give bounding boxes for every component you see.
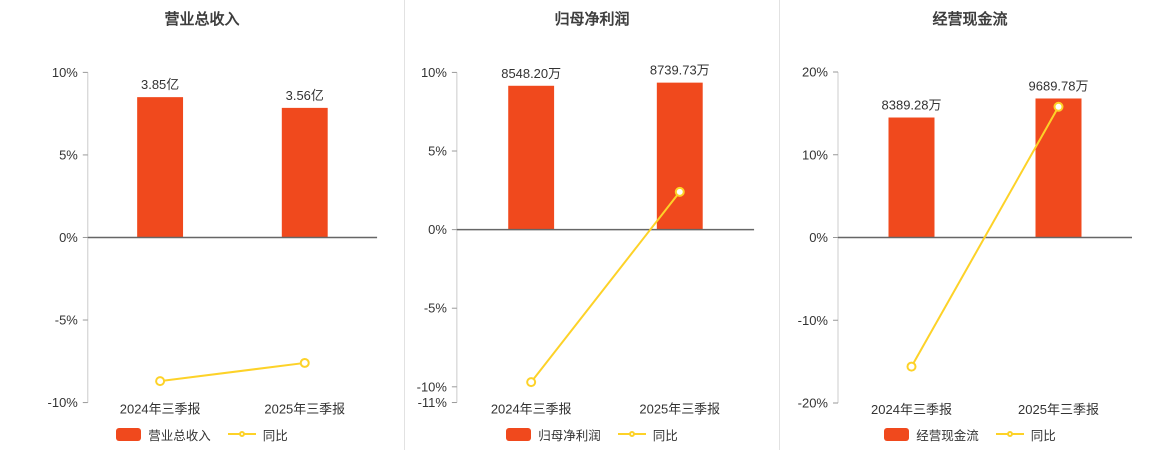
yoy-marker bbox=[1053, 101, 1064, 112]
y-tick-label: -10% bbox=[48, 395, 79, 410]
x-category-label: 2024年三季报 bbox=[491, 402, 572, 417]
bar-value-label: 9689.78万 bbox=[1029, 78, 1089, 93]
legend-bar-swatch bbox=[116, 427, 142, 441]
x-category-label: 2024年三季报 bbox=[120, 402, 201, 417]
yoy-line bbox=[910, 106, 1060, 368]
y-tick-label: -5% bbox=[424, 301, 448, 316]
chart-canvas-revenue: 10% 5% 0% -5% -10% 3.85亿 3.56亿 2024年三季报 2025年三季报 bbox=[48, 65, 378, 417]
legend-line-label: 同比 bbox=[652, 428, 678, 443]
legend-line-icon bbox=[617, 431, 646, 437]
legend-bar-swatch bbox=[884, 427, 910, 441]
y-tick-label: 5% bbox=[59, 147, 78, 162]
bar bbox=[508, 85, 555, 230]
y-tick-label: -10% bbox=[798, 313, 829, 328]
bar bbox=[1035, 98, 1082, 238]
x-category-label: 2025年三季报 bbox=[264, 402, 345, 417]
y-tick-label: 10% bbox=[421, 65, 447, 80]
chart-title-cash-flow: 经营现金流 bbox=[932, 11, 1008, 28]
y-tick-label: 0% bbox=[428, 222, 447, 237]
legend-bar-label: 经营现金流 bbox=[916, 428, 979, 443]
legend-line-icon bbox=[227, 431, 256, 437]
bar bbox=[888, 117, 935, 238]
y-tick-label: 10% bbox=[802, 147, 828, 162]
chart-title-revenue: 营业总收入 bbox=[164, 11, 240, 28]
bar-value-label: 3.56亿 bbox=[286, 88, 324, 103]
y-tick-label: 0% bbox=[59, 230, 78, 245]
bar-value-label: 3.85亿 bbox=[141, 77, 179, 92]
yoy-marker bbox=[526, 377, 537, 388]
y-tick-label: 5% bbox=[428, 144, 447, 159]
yoy-marker bbox=[155, 376, 166, 387]
yoy-marker bbox=[674, 186, 685, 197]
chart-panel-revenue: 营业总收入 10% 5% 0% -5% -10% 3.85亿 3.56亿 2024年三季报 20… bbox=[0, 0, 405, 450]
y-tick-label: -5% bbox=[55, 313, 79, 328]
x-category-label: 2024年三季报 bbox=[871, 402, 952, 417]
yoy-marker bbox=[299, 357, 310, 368]
bar-value-label: 8739.73万 bbox=[650, 63, 710, 78]
yoy-line bbox=[530, 191, 681, 383]
x-category-label: 2025年三季报 bbox=[639, 402, 720, 417]
legend-bar-label: 归母净利润 bbox=[538, 428, 601, 443]
bar bbox=[656, 82, 703, 230]
bar-value-label: 8389.28万 bbox=[882, 98, 942, 113]
legend-line-icon bbox=[995, 431, 1024, 437]
chart-title-net-profit: 归母净利润 bbox=[554, 11, 630, 28]
chart-canvas-cash-flow: 20% 10% 0% -10% -20% 8389.28万 9689.78万 2024年三季报… bbox=[798, 65, 1132, 417]
legend-bar-label: 营业总收入 bbox=[148, 428, 211, 443]
y-tick-label: -10% bbox=[417, 379, 448, 394]
legend-line-label: 同比 bbox=[262, 428, 288, 443]
yoy-line bbox=[159, 361, 305, 383]
bar-value-label: 8548.20万 bbox=[501, 66, 561, 81]
x-category-label: 2025年三季报 bbox=[1018, 402, 1099, 417]
chart-legend-revenue: 营业总收入 同比 bbox=[0, 424, 404, 444]
legend-dot-icon bbox=[1006, 431, 1013, 437]
y-tick-label: -20% bbox=[798, 396, 829, 411]
bar bbox=[137, 97, 184, 238]
chart-legend-net-profit: 归母净利润 同比 bbox=[405, 424, 779, 444]
chart-canvas-net-profit: 10% 5% 0% -5% -10%-11% 8548.20万 8739.73万 2024年三… bbox=[417, 63, 755, 417]
legend-line-label: 同比 bbox=[1030, 428, 1056, 443]
y-tick-label: -11% bbox=[418, 395, 448, 410]
legend-bar-swatch bbox=[506, 427, 532, 441]
y-tick-label: 10% bbox=[52, 65, 78, 80]
y-tick-label: 0% bbox=[809, 230, 828, 245]
legend-dot-icon bbox=[238, 431, 245, 437]
chart-panel-net-profit: 归母净利润 10% 5% 0% -5% -10% -11% 8548.20万 8739.73万… bbox=[405, 0, 780, 450]
legend-dot-icon bbox=[628, 431, 635, 437]
yoy-marker bbox=[906, 361, 917, 372]
chart-legend-cash-flow: 经营现金流 同比 bbox=[780, 424, 1160, 444]
y-tick-label: 20% bbox=[802, 65, 828, 80]
chart-panel-cash-flow: 经营现金流 20% 10% 0% -10% -20% 8389.28万 9689.78万 20… bbox=[780, 0, 1160, 450]
bar bbox=[281, 107, 328, 238]
